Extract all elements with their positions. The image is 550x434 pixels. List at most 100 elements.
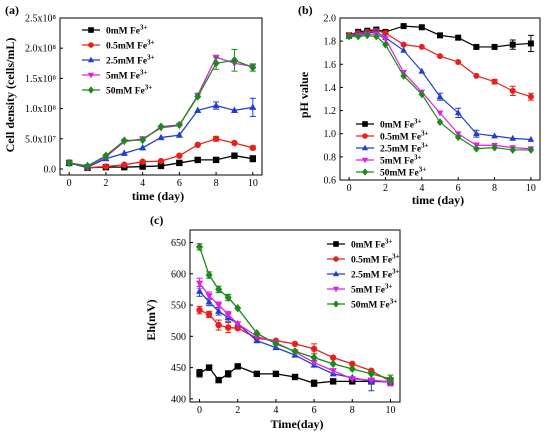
- plot-frame: [189, 229, 401, 403]
- plot-frame: [59, 17, 263, 176]
- legend-superscript: 3+: [414, 154, 422, 162]
- y-tick-label: 2.5x10⁸: [25, 14, 57, 25]
- x-tick-label: 0: [67, 178, 72, 189]
- y-tick-label: 1.8: [324, 37, 337, 48]
- data-point: [509, 134, 517, 141]
- data-point: [212, 135, 220, 142]
- data-point: [491, 132, 498, 139]
- data-point: [348, 376, 356, 383]
- data-point: [65, 158, 73, 168]
- data-point: [329, 368, 337, 375]
- legend-superscript: 3+: [392, 253, 400, 261]
- data-point: [196, 280, 204, 288]
- legend-marker: [361, 144, 369, 151]
- data-point: [400, 71, 407, 80]
- legend-superscript: 3+: [421, 142, 429, 150]
- data-point: [348, 364, 356, 374]
- data-point: [212, 101, 220, 109]
- data-point: [234, 304, 242, 313]
- panel-a-x-axis-title: time (day): [132, 189, 184, 203]
- data-point: [291, 373, 299, 381]
- legend-marker: [361, 168, 369, 176]
- data-point: [139, 135, 147, 145]
- data-point: [400, 46, 407, 53]
- legend-marker: [88, 27, 94, 33]
- data-point: [230, 106, 238, 113]
- y-tick-label: 400: [171, 394, 186, 405]
- data-point: [194, 156, 201, 164]
- data-point: [400, 23, 407, 30]
- x-tick-label: 6: [312, 405, 317, 416]
- data-point: [473, 72, 480, 79]
- x-tick-label: 4: [419, 183, 424, 194]
- data-point: [329, 378, 337, 385]
- data-point: [310, 360, 318, 367]
- data-point: [473, 130, 480, 137]
- legend-superscript: 3+: [140, 24, 148, 32]
- legend-superscript: 3+: [147, 54, 155, 62]
- panel-b-label: (b): [298, 3, 313, 17]
- data-point: [224, 324, 232, 331]
- data-point: [196, 306, 203, 314]
- legend-label: 50mM Fe3+: [351, 298, 397, 311]
- y-tick-label: 550: [171, 301, 186, 312]
- data-point: [454, 109, 462, 116]
- data-point: [253, 370, 261, 378]
- panel-c-x-axis-title: Time(day): [270, 417, 323, 431]
- legend-marker: [332, 286, 340, 293]
- data-point: [473, 144, 480, 153]
- legend-label: 5mM Fe3+: [106, 69, 148, 82]
- y-tick-label: 2.0x10⁸: [25, 44, 57, 55]
- legend-label: 50mM Fe3+: [380, 166, 426, 179]
- data-point: [249, 144, 257, 152]
- legend-marker: [87, 86, 95, 94]
- series-5: [345, 31, 535, 154]
- data-point: [121, 161, 128, 168]
- data-point: [249, 103, 257, 110]
- panel-c: (c) Time(day) Eh(mV) 0 2 4 6 8 10 400 450 500 550…: [144, 213, 401, 431]
- data-point: [249, 155, 257, 162]
- panel-b-x-axis-title: time (day): [412, 193, 464, 207]
- legend-label: 5mM Fe3+: [380, 154, 422, 167]
- legend-marker: [333, 256, 339, 262]
- y-tick-label: 650: [171, 238, 186, 249]
- data-point: [272, 339, 280, 348]
- data-point: [455, 34, 462, 41]
- data-point: [349, 360, 356, 368]
- legend-superscript: 3+: [385, 238, 393, 246]
- panel-b: (b) time (day) pH value 0 2 4 6 8 10 0.6 0.8 1.0…: [297, 3, 541, 207]
- data-point: [234, 321, 242, 328]
- data-point: [527, 146, 535, 154]
- legend-marker: [333, 241, 339, 247]
- legend-superscript: 3+: [392, 268, 400, 276]
- series-4: [345, 31, 535, 153]
- y-tick-label: 0.8: [324, 152, 337, 163]
- y-tick-label: 0.6: [324, 176, 337, 187]
- data-point: [473, 43, 480, 50]
- data-point: [84, 161, 92, 171]
- data-point: [157, 133, 165, 141]
- y-tick-label: 500: [171, 332, 186, 343]
- data-point: [354, 32, 362, 41]
- panel-c-label: (c): [150, 213, 163, 227]
- plot-frame: [339, 17, 541, 181]
- data-point: [437, 53, 443, 60]
- y-tick-label: 600: [171, 269, 186, 280]
- panel-a-y-axis-title: Cell density (cells/mL): [3, 38, 17, 153]
- data-point: [196, 242, 204, 252]
- data-point: [454, 133, 462, 142]
- data-point: [310, 380, 318, 387]
- series-line: [69, 59, 254, 167]
- data-point: [205, 293, 213, 300]
- data-point: [400, 41, 407, 48]
- x-tick-label: 8: [350, 405, 355, 416]
- data-point: [175, 131, 183, 138]
- y-tick-label: 1.0: [324, 129, 337, 140]
- legend-superscript: 3+: [385, 283, 393, 291]
- x-tick-label: 10: [385, 405, 395, 416]
- data-point: [436, 118, 444, 127]
- data-point: [175, 120, 183, 130]
- legend-label: 5mM Fe3+: [351, 283, 393, 296]
- legend-marker: [332, 270, 340, 277]
